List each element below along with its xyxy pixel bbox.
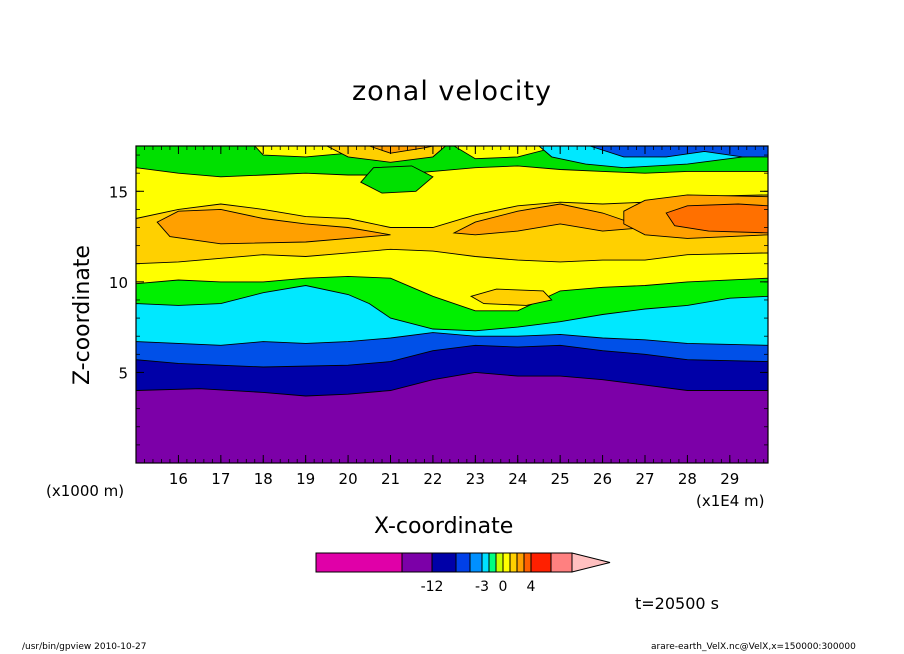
- x-tick-label: 27: [635, 470, 654, 488]
- colorbar-tick-label: 4: [527, 579, 536, 595]
- colorbar-segment: [509, 552, 518, 573]
- colorbar-segment: [315, 552, 403, 573]
- colorbar-segment: [431, 552, 457, 573]
- colorbar-segment: [455, 552, 471, 573]
- x-tick-label: 23: [466, 470, 485, 488]
- colorbar-segment: [523, 552, 532, 573]
- x-tick-label: 25: [551, 470, 570, 488]
- y-axis: 5 10 15: [109, 154, 768, 446]
- x-tick-label: 28: [678, 470, 697, 488]
- contour-fill: [135, 145, 769, 464]
- time-label: t=20500 s: [635, 594, 719, 613]
- y-tick-label: 5: [118, 364, 128, 382]
- colorbar-segment: [550, 552, 573, 573]
- colorbar-segment: [502, 552, 511, 573]
- x-tick-label: 22: [423, 470, 442, 488]
- colorbar-segment: [516, 552, 525, 573]
- plot-frame: [135, 145, 769, 464]
- x-axis-label: X-coordinate: [374, 514, 514, 539]
- x-axis-unit: (x1E4 m): [696, 492, 765, 510]
- x-tick-label: 19: [296, 470, 315, 488]
- colorbar-arrow: [571, 552, 611, 573]
- contour-patch: [156, 208, 391, 245]
- x-tick-label: 29: [720, 470, 739, 488]
- x-tick-label: 21: [381, 470, 400, 488]
- colorbar-tick-label: -12: [421, 579, 444, 595]
- x-tick-label: 18: [254, 470, 273, 488]
- colorbar-segment: [495, 552, 504, 573]
- colorbar-segment: [469, 552, 483, 573]
- contour-patch: [469, 288, 553, 306]
- x-tick-label: 24: [508, 470, 527, 488]
- colorbar-segment: [530, 552, 552, 573]
- y-axis-label: Z-coordinate: [70, 245, 95, 385]
- colorbar-segment: [488, 552, 497, 573]
- colorbar: -12 -3 0 4: [315, 552, 611, 595]
- contour-patch: [360, 165, 434, 194]
- x-tick-label: 16: [169, 470, 188, 488]
- x-axis: 16 17 18 19 20 21 22 23 24 25 26 27 28 29: [135, 146, 765, 488]
- colorbar-segment: [481, 552, 490, 573]
- colorbar-tick-label: 0: [499, 579, 508, 595]
- x-tick-label: 17: [211, 470, 230, 488]
- footer-source: arare-earth_VelX.nc@VelX,x=150000:300000: [651, 642, 856, 652]
- x-tick-label: 20: [339, 470, 358, 488]
- colorbar-segment: [401, 552, 433, 573]
- y-tick-label: 10: [109, 274, 128, 292]
- footer-command: /usr/bin/gpview 2010-10-27: [22, 642, 147, 652]
- colorbar-tick-label: -3: [475, 579, 489, 595]
- y-axis-unit: (x1000 m): [46, 482, 125, 500]
- x-tick-label: 26: [593, 470, 612, 488]
- chart-title: zonal velocity: [352, 76, 552, 107]
- y-tick-label: 15: [109, 183, 128, 201]
